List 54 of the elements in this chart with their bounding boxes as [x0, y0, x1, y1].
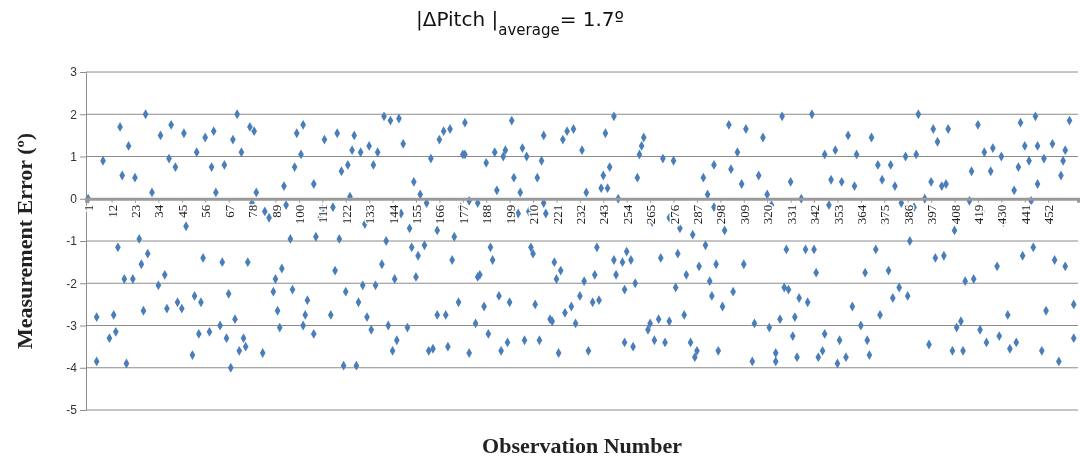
x-tick-label: 89 [268, 204, 284, 218]
x-tick-label: 122 [338, 204, 354, 225]
chart-title: |ΔPitch |$_{average}$= 1.7º [416, 7, 624, 39]
x-tick-label: 265 [643, 204, 659, 225]
x-tick-label: 320 [760, 204, 776, 225]
x-tick-label: 397 [924, 204, 940, 225]
x-tick-label: 133 [362, 204, 378, 225]
x-tick-label: 1 [81, 204, 97, 212]
x-tick-label: 430 [994, 204, 1010, 225]
x-tick-label: 298 [713, 204, 729, 225]
x-tick-label: 254 [619, 204, 635, 225]
x-tick-label: 78 [245, 204, 261, 218]
x-tick-label: 419 [971, 204, 986, 225]
x-tick-label: 100 [291, 204, 307, 225]
x-tick-label: 210 [526, 204, 542, 225]
x-tick-label: 144 [385, 204, 401, 225]
y-tick-label: -4 [66, 361, 78, 376]
x-tick-label: 364 [853, 204, 869, 225]
x-tick-label: 67 [221, 204, 237, 218]
y-tick-label: -3 [66, 318, 78, 333]
x-tick-label: 166 [432, 204, 448, 225]
x-tick-label: 276 [666, 204, 682, 225]
y-tick-label: 2 [70, 107, 78, 122]
y-tick-label: 1 [70, 149, 78, 164]
x-tick-label: 331 [783, 204, 799, 225]
y-tick-label: -2 [66, 276, 78, 291]
x-tick-label: 309 [736, 204, 752, 225]
x-tick-label: 287 [690, 204, 705, 225]
x-tick-label: 23 [128, 204, 144, 218]
y-tick-label: -1 [66, 234, 78, 249]
x-tick-label: 353 [830, 204, 846, 225]
x-tick-label: 188 [479, 204, 495, 225]
x-tick-label: 34 [151, 204, 167, 218]
x-axis-title: Observation Number [482, 433, 683, 458]
x-tick-label: 386 [900, 204, 916, 225]
y-tick-label: 3 [70, 65, 78, 80]
y-tick-label: 0 [70, 192, 78, 207]
x-tick-label: 232 [572, 204, 588, 225]
x-tick-label: 177 [455, 204, 471, 225]
x-tick-label: 342 [807, 204, 823, 225]
x-tick-label: 111 [315, 204, 331, 224]
x-tick-label: 452 [1041, 204, 1057, 225]
x-tick-label: 441 [1017, 204, 1033, 225]
x-tick-label: 199 [502, 204, 518, 225]
y-axis-title: Measurement Error (º) [12, 132, 37, 350]
x-tick-label: 243 [596, 204, 612, 225]
x-tick-label: 56 [198, 204, 214, 218]
x-tick-label: 408 [947, 204, 963, 225]
x-tick-label: 155 [409, 204, 425, 225]
x-tick-label: 45 [174, 204, 190, 218]
x-tick-label: 12 [104, 204, 120, 218]
x-tick-label: 221 [549, 204, 565, 225]
x-tick-label: 375 [877, 204, 893, 225]
y-tick-label: -5 [66, 403, 78, 418]
